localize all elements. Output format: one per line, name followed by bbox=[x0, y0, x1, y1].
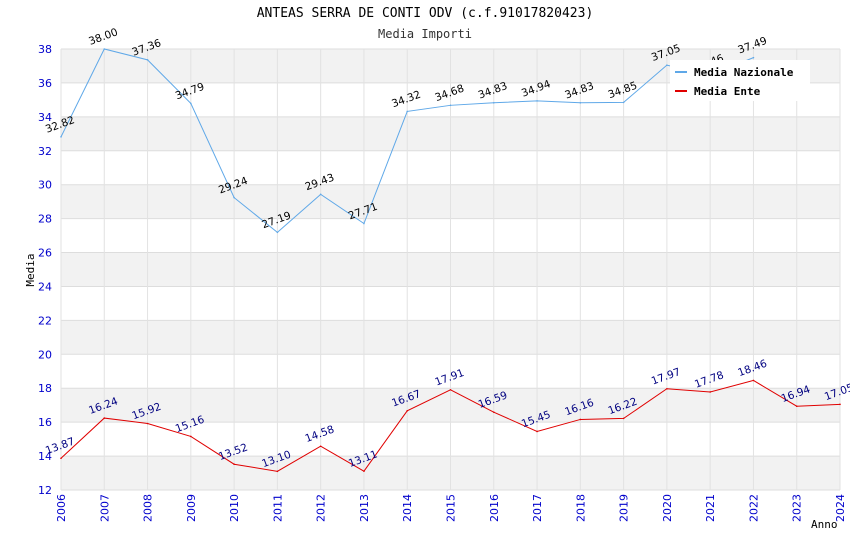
y-tick-label: 14 bbox=[38, 450, 52, 463]
x-tick-label: 2013 bbox=[358, 494, 371, 522]
y-tick-label: 18 bbox=[38, 382, 52, 395]
x-tick-label: 2007 bbox=[98, 494, 111, 522]
legend-label: Media Nazionale bbox=[694, 66, 794, 79]
data-point bbox=[276, 470, 279, 473]
y-tick-label: 36 bbox=[38, 77, 52, 90]
data-point bbox=[233, 463, 235, 466]
data-point bbox=[449, 104, 452, 107]
x-tick-label: 2012 bbox=[315, 494, 328, 522]
data-point bbox=[752, 56, 755, 59]
data-point bbox=[276, 231, 279, 234]
data-point bbox=[622, 101, 625, 104]
y-tick-label: 28 bbox=[38, 213, 52, 226]
x-tick-label: 2006 bbox=[55, 494, 68, 522]
data-point bbox=[103, 417, 106, 419]
legend: Media Nazionale Media Ente bbox=[670, 60, 810, 101]
x-tick-label: 2014 bbox=[401, 494, 414, 522]
data-point bbox=[146, 422, 149, 425]
data-point bbox=[146, 59, 149, 61]
legend-label: Media Ente bbox=[694, 85, 761, 98]
data-point bbox=[666, 387, 668, 390]
x-tick-label: 2018 bbox=[574, 494, 587, 522]
data-point bbox=[363, 470, 365, 472]
data-point bbox=[579, 418, 582, 421]
chart-subtitle: Media Importi bbox=[378, 27, 472, 41]
y-tick-label: 38 bbox=[38, 43, 52, 56]
x-tick-label: 2010 bbox=[228, 494, 241, 522]
x-tick-label: 2019 bbox=[618, 494, 631, 522]
data-point bbox=[579, 101, 582, 104]
data-point bbox=[406, 409, 409, 412]
y-tick-label: 32 bbox=[38, 145, 52, 158]
data-point bbox=[60, 457, 62, 460]
data-point bbox=[233, 196, 235, 199]
data-point bbox=[319, 445, 322, 448]
x-tick-label: 2015 bbox=[445, 494, 458, 522]
data-point bbox=[60, 136, 62, 138]
data-point bbox=[666, 64, 668, 66]
x-axis-ticks: 2006 2007 2008 2009 2010 2011 2012 2013 2014 2015… bbox=[55, 494, 847, 522]
data-point bbox=[795, 405, 798, 408]
x-tick-label: 2021 bbox=[704, 494, 717, 522]
y-axis-label: Media bbox=[24, 253, 37, 286]
data-point bbox=[492, 101, 495, 104]
x-tick-label: 2011 bbox=[271, 494, 284, 522]
data-point bbox=[319, 193, 322, 196]
chart-title: ANTEAS SERRA DE CONTI ODV (c.f.910178204… bbox=[256, 6, 594, 21]
data-point bbox=[449, 388, 452, 391]
data-point bbox=[839, 403, 841, 406]
y-tick-label: 12 bbox=[38, 484, 52, 497]
y-tick-label: 34 bbox=[38, 111, 52, 124]
data-point bbox=[103, 48, 106, 50]
data-point bbox=[709, 391, 711, 393]
x-tick-label: 2009 bbox=[185, 494, 198, 522]
series-lines bbox=[60, 48, 841, 473]
data-point bbox=[190, 102, 192, 105]
y-tick-label: 26 bbox=[38, 247, 52, 260]
data-point bbox=[363, 222, 365, 225]
data-point bbox=[536, 100, 538, 102]
x-tick-label: 2022 bbox=[747, 494, 760, 522]
legend-box bbox=[670, 60, 810, 101]
y-tick-label: 22 bbox=[38, 314, 52, 327]
x-tick-label: 2016 bbox=[488, 494, 501, 522]
y-tick-label: 20 bbox=[38, 348, 52, 361]
data-point bbox=[622, 417, 625, 420]
data-point bbox=[492, 411, 495, 413]
x-tick-label: 2017 bbox=[531, 494, 544, 522]
data-label: 38.00 bbox=[87, 26, 119, 48]
grid-lines bbox=[60, 48, 841, 491]
data-point bbox=[406, 110, 409, 113]
x-tick-label: 2020 bbox=[661, 494, 674, 522]
x-tick-label: 2008 bbox=[142, 494, 155, 522]
data-point bbox=[536, 430, 538, 433]
y-axis-ticks: 12 14 16 18 20 22 24 26 28 30 32 34 36 38 bbox=[38, 43, 52, 497]
x-axis-label: Anno bbox=[811, 518, 838, 531]
x-tick-label: 2024 bbox=[834, 494, 847, 522]
y-tick-label: 30 bbox=[38, 179, 52, 192]
data-point bbox=[752, 379, 755, 382]
y-tick-label: 16 bbox=[38, 416, 52, 429]
x-tick-label: 2023 bbox=[791, 494, 804, 522]
data-point bbox=[190, 435, 192, 438]
y-tick-label: 24 bbox=[38, 280, 52, 293]
